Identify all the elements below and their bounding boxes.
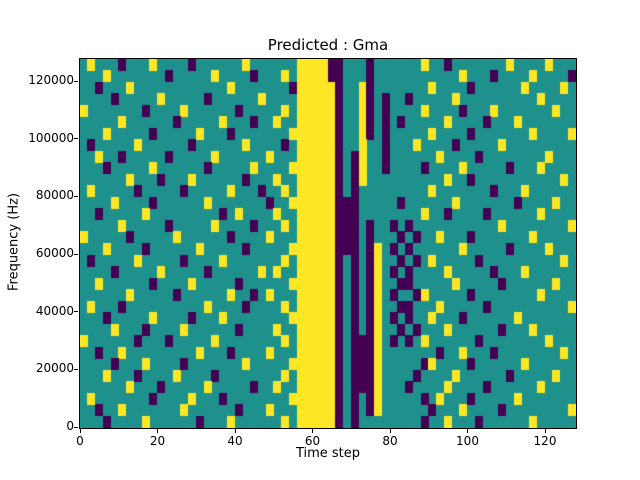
x-tick-mark <box>157 429 158 433</box>
y-tick-mark <box>74 195 78 197</box>
y-tick-mark <box>74 368 78 370</box>
x-tick-mark <box>544 429 546 433</box>
y-tick-label: 0 <box>66 419 74 433</box>
x-tick-label: 100 <box>456 434 479 448</box>
y-tick-label: 60000 <box>35 246 74 261</box>
x-axis-label: Time step <box>295 446 361 461</box>
x-tick-label: 120 <box>533 434 557 448</box>
x-tick-mark <box>312 429 313 433</box>
chart-title: Predicted : Gma <box>267 36 389 54</box>
y-tick-mark <box>74 80 78 82</box>
y-tick-label: 40000 <box>35 303 74 318</box>
y-tick-mark <box>74 311 78 313</box>
x-tick-mark <box>389 429 391 433</box>
y-tick-label: 80000 <box>35 188 74 203</box>
x-tick-label: 0 <box>76 434 84 448</box>
x-tick-label: 60 <box>304 434 321 448</box>
x-tick-mark <box>234 429 236 433</box>
y-tick-mark <box>74 253 78 255</box>
x-tick-label: 80 <box>382 434 398 448</box>
x-tick-mark <box>467 429 468 433</box>
y-tick-label: 120000 <box>28 73 74 88</box>
y-tick-label: 100000 <box>28 130 74 145</box>
y-axis-label: Frequency (Hz) <box>6 192 22 292</box>
x-tick-label: 40 <box>227 434 243 448</box>
x-tick-mark <box>79 429 81 433</box>
y-tick-mark <box>74 426 78 428</box>
plot-area <box>79 58 577 429</box>
y-tick-label: 20000 <box>35 361 74 376</box>
y-tick-mark <box>74 138 78 140</box>
heatmap-canvas <box>80 59 576 428</box>
x-tick-label: 20 <box>149 434 166 448</box>
